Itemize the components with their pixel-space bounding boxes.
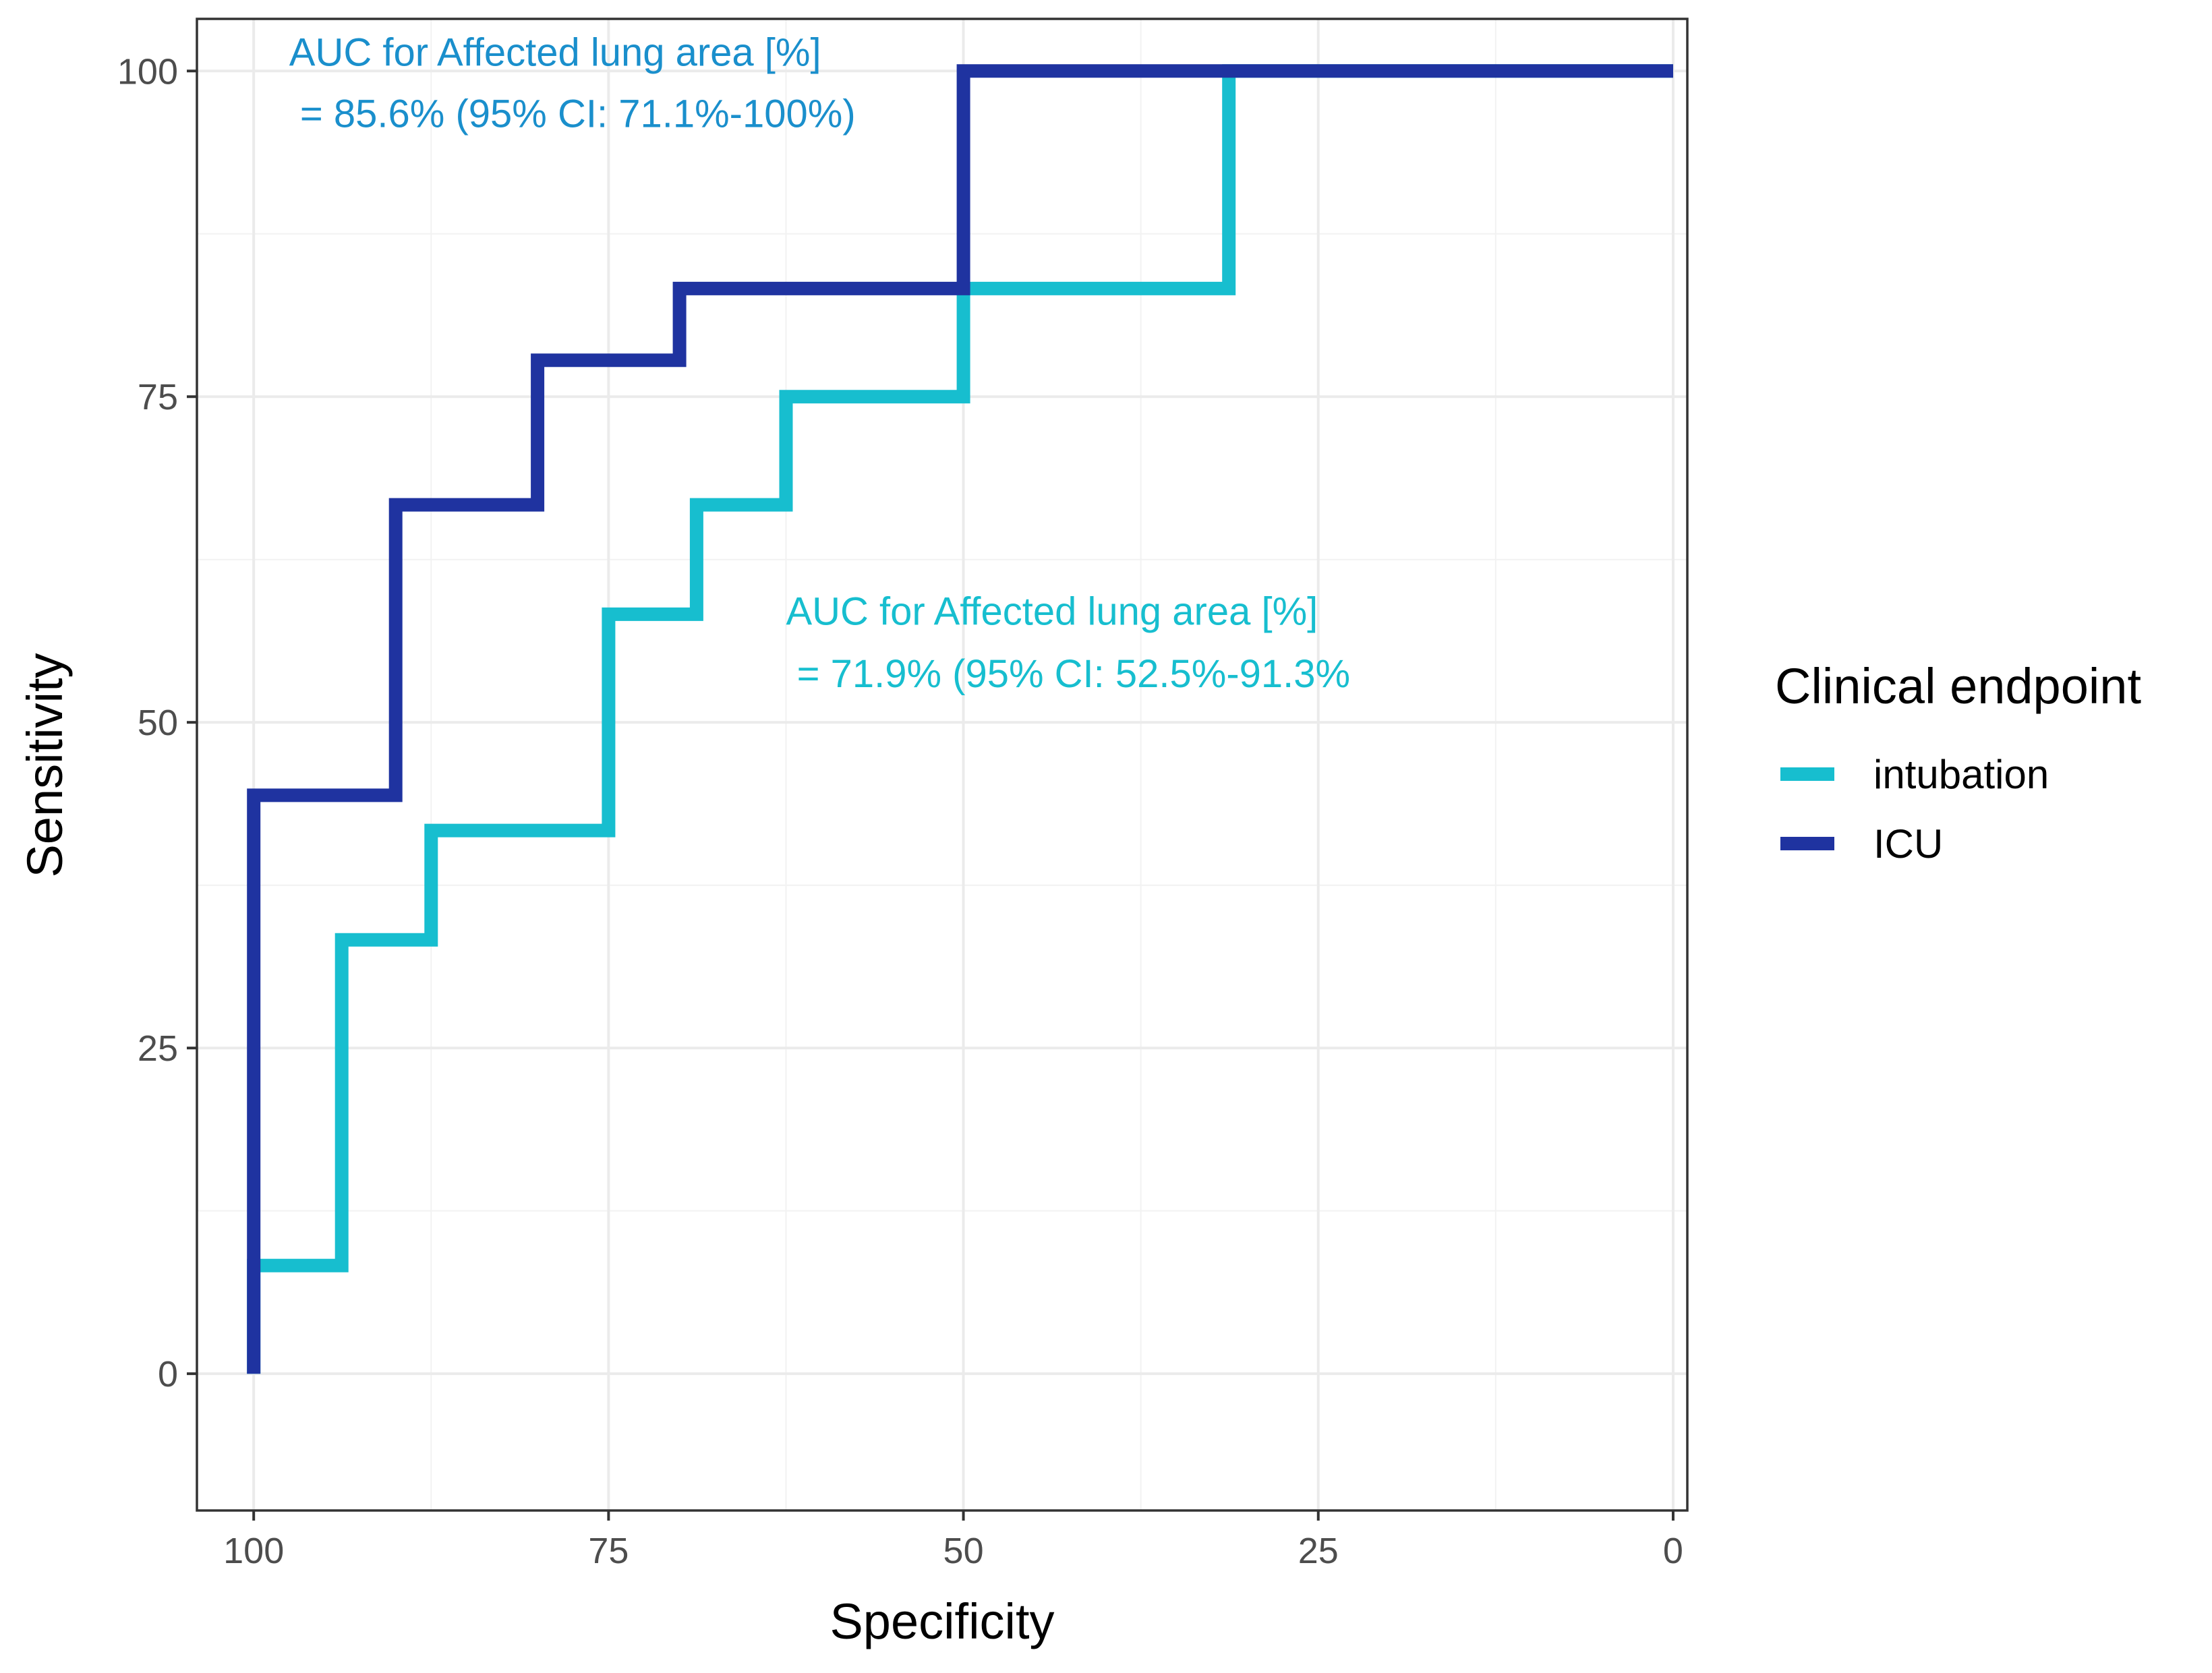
- series-lines: [247, 64, 1673, 1374]
- auc-annotation-intubation-line2: = 71.9% (95% CI: 52.5%-91.3%: [786, 652, 1350, 696]
- x-axis-title: Specificity: [830, 1593, 1054, 1649]
- y-tick-label: 50: [138, 703, 178, 743]
- x-tick-label: 100: [223, 1531, 284, 1571]
- auc-annotation-icu-line2: = 85.6% (95% CI: 71.1%-100%): [289, 92, 856, 136]
- series-line-icu: [247, 64, 1673, 1374]
- x-axis: 100 75 50 25 0: [223, 1510, 1683, 1571]
- series-line-intubation: [247, 64, 1673, 1374]
- x-tick-label: 0: [1663, 1531, 1683, 1571]
- x-tick-label: 50: [943, 1531, 984, 1571]
- auc-annotation-icu-line1: AUC for Affected lung area [%]: [289, 31, 821, 75]
- legend-title: Clinical endpoint: [1775, 658, 2141, 714]
- y-axis-title: Sensitivity: [17, 653, 73, 877]
- panel-border: [196, 18, 1689, 1512]
- y-tick-label: 25: [138, 1028, 178, 1069]
- y-tick-label: 75: [138, 377, 178, 417]
- y-tick-label: 100: [117, 51, 178, 92]
- legend: Clinical endpoint intubation ICU: [1775, 658, 2141, 867]
- legend-label-intubation: intubation: [1873, 752, 2049, 797]
- x-tick-label: 75: [588, 1531, 629, 1571]
- legend-entries: intubation ICU: [1780, 752, 2049, 867]
- legend-label-icu: ICU: [1873, 821, 1943, 867]
- x-tick-label: 25: [1298, 1531, 1339, 1571]
- y-axis: 0 25 50 75 100: [117, 51, 197, 1395]
- annotations: AUC for Affected lung area [%] = 85.6% (…: [289, 31, 1350, 697]
- y-tick-label: 0: [158, 1354, 178, 1395]
- auc-annotation-intubation-line1: AUC for Affected lung area [%]: [786, 589, 1318, 633]
